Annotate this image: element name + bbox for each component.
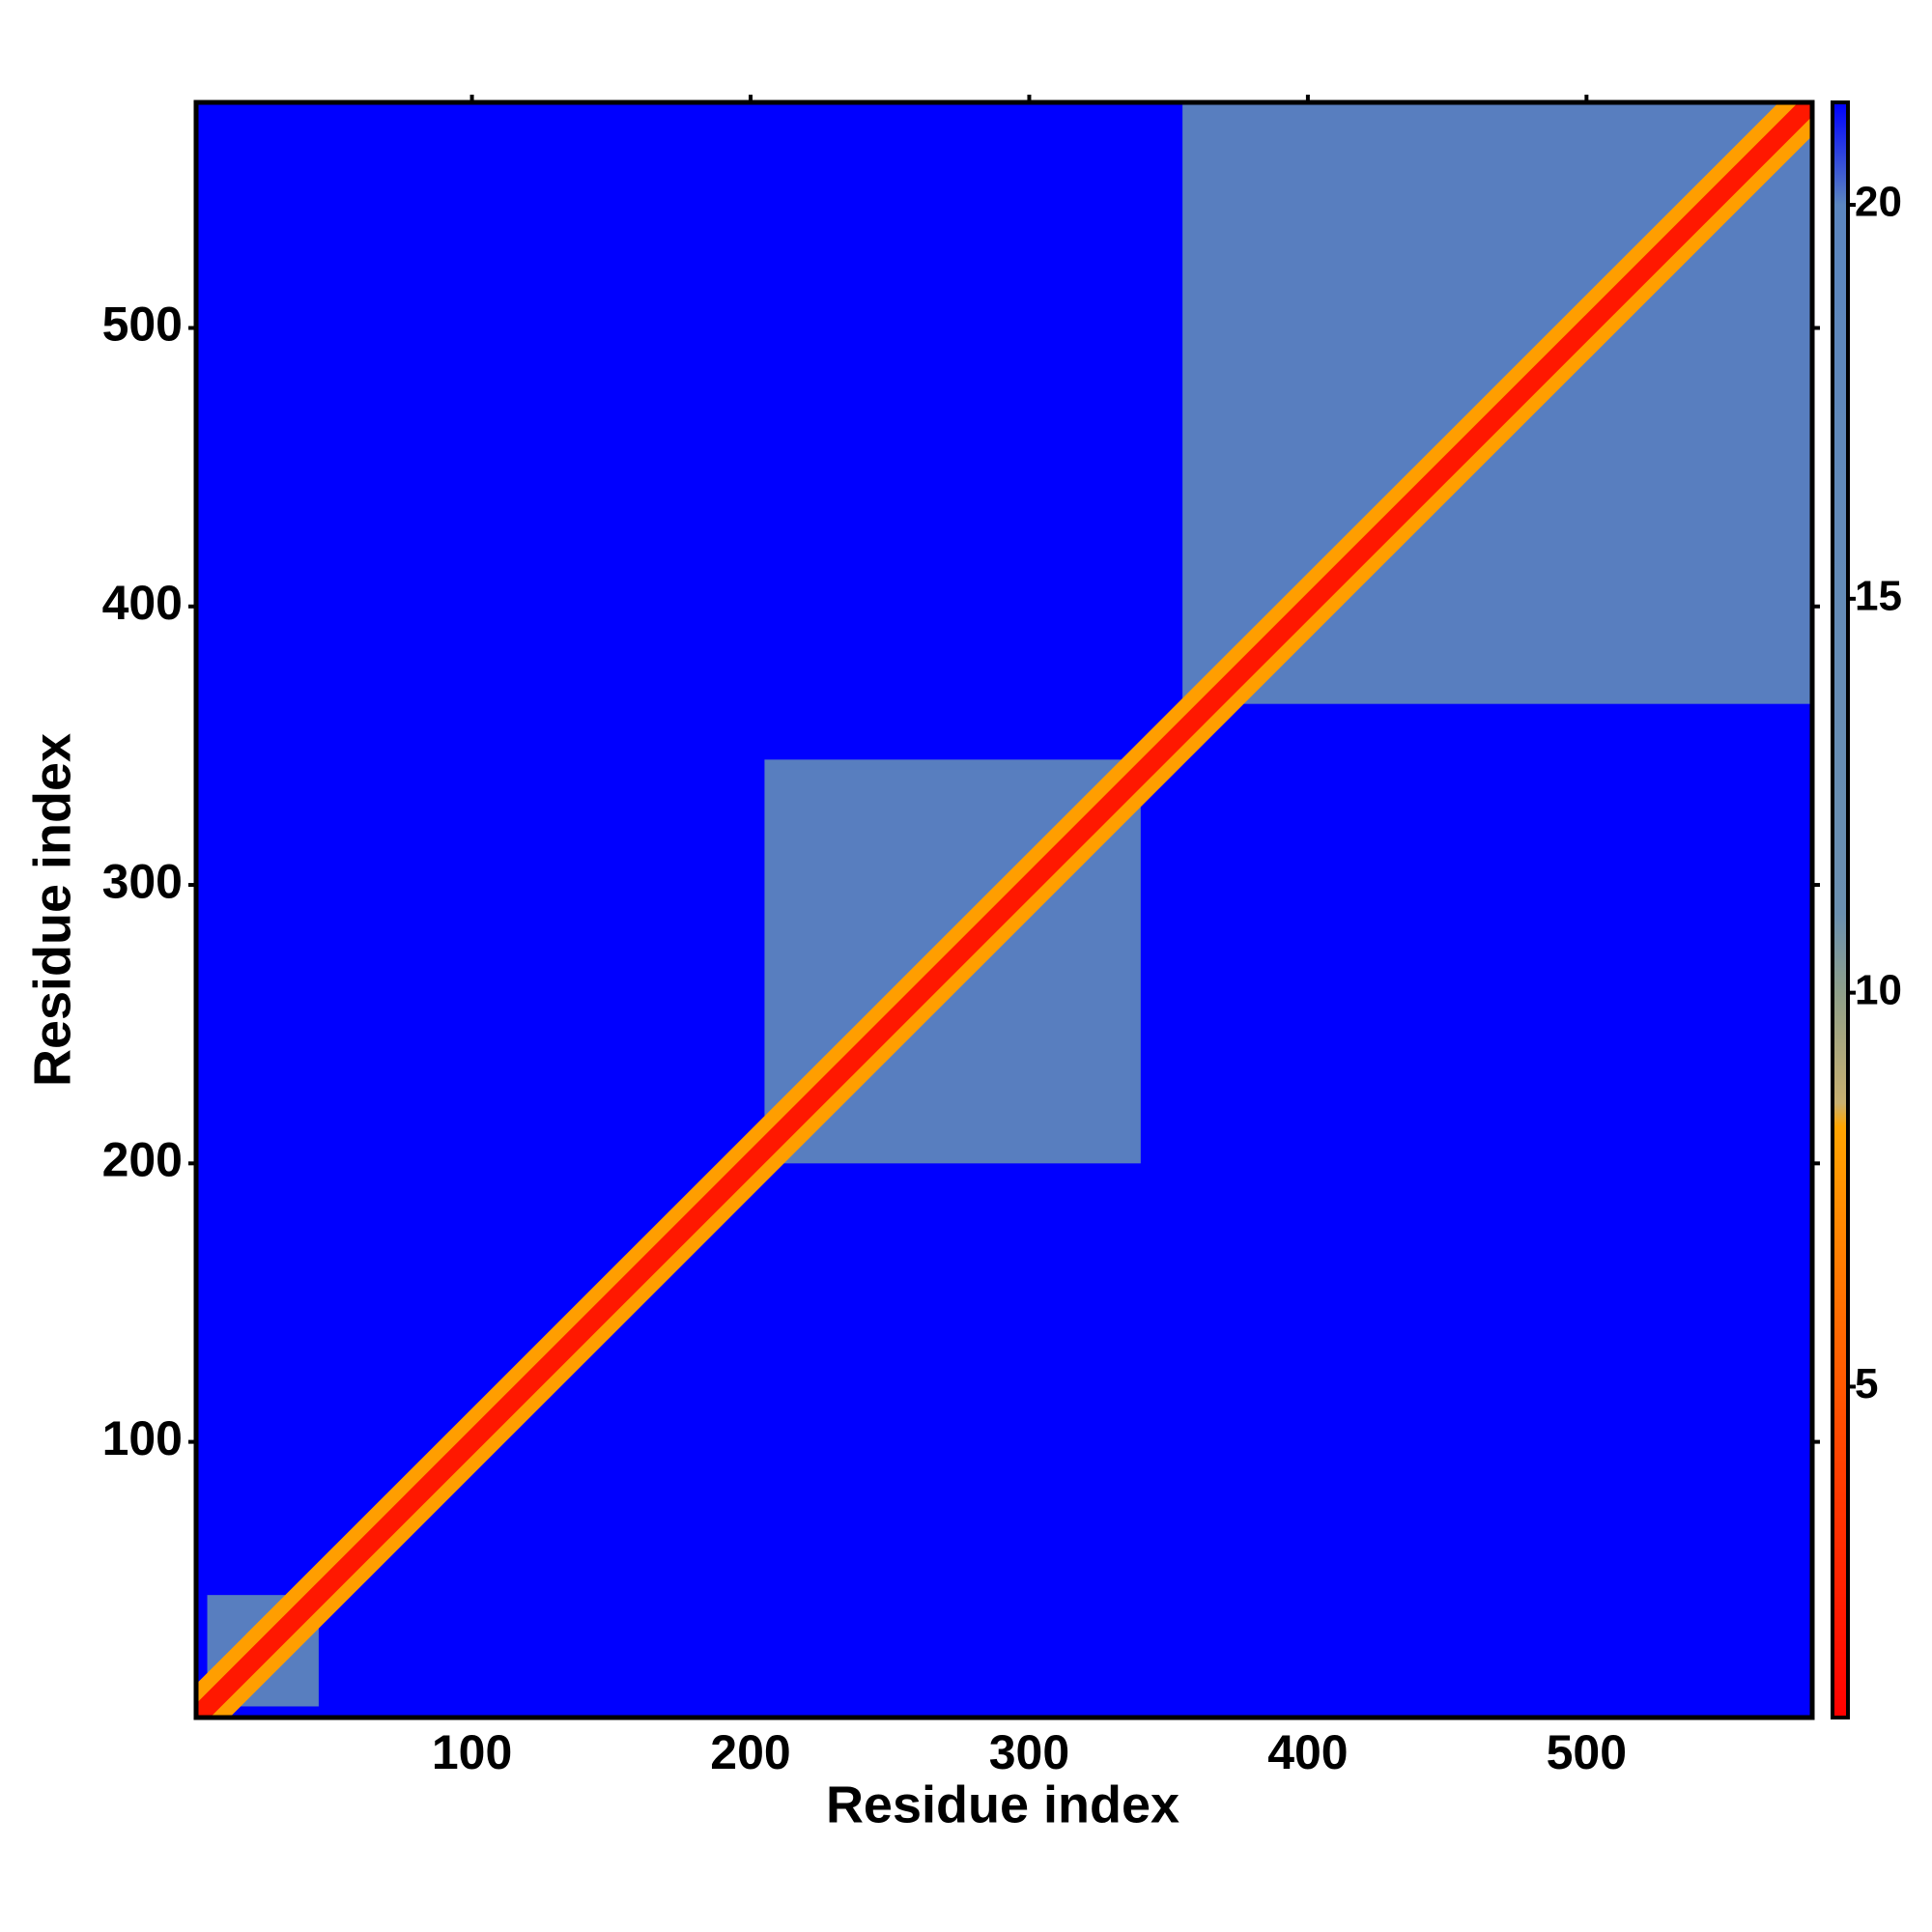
y-tick-label: 500: [102, 298, 183, 352]
plot-frame: [193, 99, 1815, 1720]
y-tick-label: 200: [102, 1133, 183, 1187]
x-tick-label: 100: [432, 1725, 512, 1779]
colorbar-tick-label: 10: [1855, 966, 1902, 1013]
colorbar: [1831, 100, 1850, 1719]
x-axis-title: Residue index: [826, 1776, 1179, 1833]
y-tick-label: 300: [102, 854, 183, 908]
y-tick-label: 400: [102, 576, 183, 630]
y-tick-label: 100: [102, 1411, 183, 1465]
colorbar-tick-label: 5: [1855, 1360, 1878, 1407]
colorbar-tick-label: 20: [1855, 179, 1902, 226]
y-axis-title: Residue index: [23, 733, 81, 1087]
x-tick-label: 500: [1547, 1725, 1627, 1779]
x-tick-label: 200: [710, 1725, 790, 1779]
plot-area: [196, 102, 1812, 1718]
x-tick-label: 300: [989, 1725, 1069, 1779]
x-tick-label: 400: [1267, 1725, 1348, 1779]
diagonal-band: [196, 102, 1812, 1718]
colorbar-tick-label: 15: [1855, 572, 1902, 619]
